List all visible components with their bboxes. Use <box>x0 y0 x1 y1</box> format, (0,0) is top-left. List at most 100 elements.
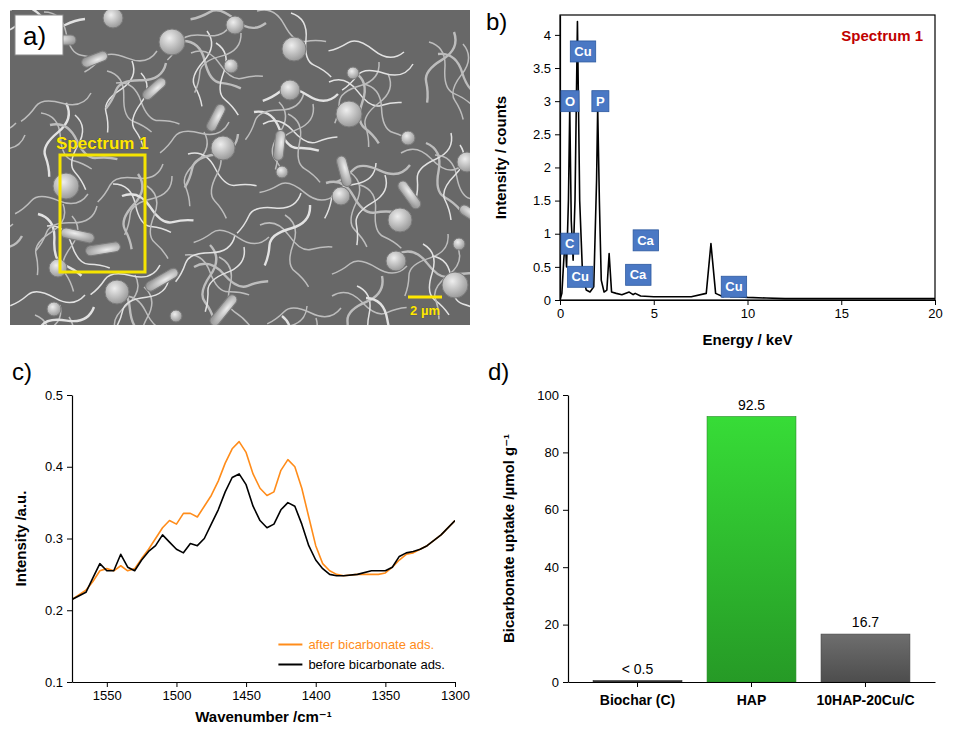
tick-label: 0.3 <box>45 531 63 546</box>
annotation: O <box>561 91 579 112</box>
tick-mark <box>865 682 866 687</box>
tick: 3 <box>544 94 560 109</box>
fiber <box>10 279 86 318</box>
sphere <box>226 16 244 34</box>
tick: 3.5 <box>533 61 560 76</box>
x-axis: 155015001450140013501300 <box>73 682 470 703</box>
sphere <box>332 187 350 205</box>
fiber <box>447 44 470 121</box>
tick-mark <box>67 610 72 611</box>
annotation-label: Cu <box>725 279 742 294</box>
tick-mark <box>455 682 456 687</box>
scale-bar-label: 2 µm <box>410 303 440 318</box>
annotation-box <box>570 41 595 62</box>
tick-label: 1450 <box>232 688 261 703</box>
rod <box>141 76 168 102</box>
tick-label: 10HAP-20Cu/C <box>816 692 914 708</box>
tick-mark <box>748 300 749 305</box>
sphere <box>386 251 406 271</box>
tick-label: 4 <box>544 28 551 43</box>
tick-label: 0.5 <box>45 388 63 403</box>
annotation: Cu <box>570 41 595 62</box>
fiber <box>191 31 215 107</box>
y-axis-title: Intensity / counts <box>492 96 509 219</box>
tick: 0 <box>557 300 564 321</box>
annotation-box <box>592 91 609 112</box>
annotation-label: O <box>565 94 575 109</box>
rod <box>458 203 470 229</box>
tick-mark <box>67 682 72 683</box>
sphere <box>280 80 300 100</box>
tick: Biochar (C) <box>600 682 675 708</box>
fiber <box>170 224 237 291</box>
fiber <box>339 270 386 325</box>
annotation-box <box>633 230 658 251</box>
tick-label: Biochar (C) <box>600 692 675 708</box>
tick-label: 0.5 <box>533 260 551 275</box>
tick: 1.5 <box>533 193 560 208</box>
tick-label: 5 <box>651 306 658 321</box>
tick-mark <box>563 625 568 626</box>
legend-label: after bicarbonate ads. <box>308 637 434 652</box>
fiber <box>132 184 180 261</box>
tick-label: 80 <box>545 445 559 460</box>
bar <box>707 417 796 682</box>
fiber <box>93 151 165 212</box>
fiber <box>330 250 408 287</box>
tick: 0 <box>544 293 560 308</box>
tick-label: 1350 <box>371 688 400 703</box>
tick-label: 2 <box>544 160 551 175</box>
tick: 100 <box>537 388 568 403</box>
tick-mark <box>563 395 568 396</box>
fiber <box>409 127 455 204</box>
figure: Spectrum 12 µma)0510152000.511.522.533.5… <box>0 0 956 737</box>
tick-mark <box>555 35 560 36</box>
tick-mark <box>637 682 638 687</box>
fiber <box>10 122 27 182</box>
tick: 1 <box>544 226 560 241</box>
sphere <box>336 101 362 127</box>
y-axis: 0 0.5 1 1.5 2 2.5 3 3.5 4 <box>533 16 561 308</box>
fiber <box>179 124 241 196</box>
tick: 1350 <box>371 682 400 703</box>
tick: 0.3 <box>45 531 72 546</box>
rod <box>85 241 121 256</box>
tick-mark <box>654 300 655 305</box>
fiber <box>122 174 145 250</box>
plot-area <box>560 22 935 300</box>
axis-line <box>560 16 561 301</box>
x-axis-title: Energy / keV <box>702 331 792 348</box>
tick: 2.5 <box>533 127 560 142</box>
plot-frame <box>560 15 935 300</box>
annotations: CuOPCCuCaCaCu <box>561 41 747 297</box>
annotation: Ca <box>633 230 658 251</box>
tick-label: 0.2 <box>45 603 63 618</box>
fiber <box>267 315 309 325</box>
plot-area <box>593 417 910 682</box>
y-axis: 0.10.20.30.40.5 <box>45 388 73 690</box>
fiber <box>426 152 470 212</box>
tick-label: 2.5 <box>533 127 551 142</box>
fiber <box>350 171 389 249</box>
tick-mark <box>560 300 561 305</box>
panel-letter: d) <box>488 358 509 385</box>
tick-label: 1500 <box>162 688 191 703</box>
sphere <box>347 67 359 79</box>
fiber <box>183 131 208 207</box>
tick-mark <box>555 300 560 301</box>
rod <box>335 155 353 188</box>
tick: 20 <box>545 617 568 632</box>
annotation-label: C <box>565 236 575 251</box>
fiber <box>270 213 320 290</box>
rod <box>396 179 423 211</box>
bar <box>821 634 910 682</box>
annotation: Ca <box>626 264 651 285</box>
sphere <box>159 29 185 55</box>
tick-label: 100 <box>537 388 559 403</box>
annotation-box <box>568 266 593 287</box>
tick: 5 <box>651 300 658 321</box>
fiber <box>278 10 341 81</box>
annotation-box <box>561 91 579 112</box>
sphere <box>457 152 470 172</box>
sphere <box>282 37 306 61</box>
